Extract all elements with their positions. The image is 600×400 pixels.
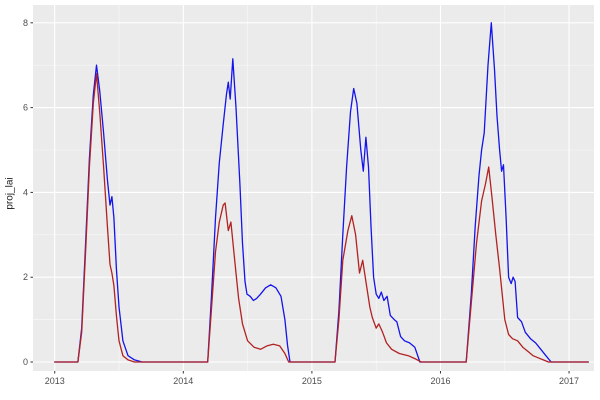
y-tick-label: 6 <box>23 103 28 113</box>
y-tick-label: 2 <box>23 272 28 282</box>
x-tick-label: 2017 <box>559 376 579 386</box>
y-tick-label: 0 <box>23 357 28 367</box>
x-tick-label: 2016 <box>430 376 450 386</box>
y-axis-title: proj_lai <box>4 177 16 210</box>
blue-line <box>54 22 589 363</box>
y-tick-label: 4 <box>23 187 28 197</box>
x-tick-label: 2013 <box>45 376 65 386</box>
plot-panel <box>33 5 594 371</box>
x-tick-label: 2015 <box>302 376 322 386</box>
x-tick-label: 2014 <box>173 376 193 386</box>
y-tick-label: 8 <box>23 18 28 28</box>
red-line <box>54 73 589 363</box>
